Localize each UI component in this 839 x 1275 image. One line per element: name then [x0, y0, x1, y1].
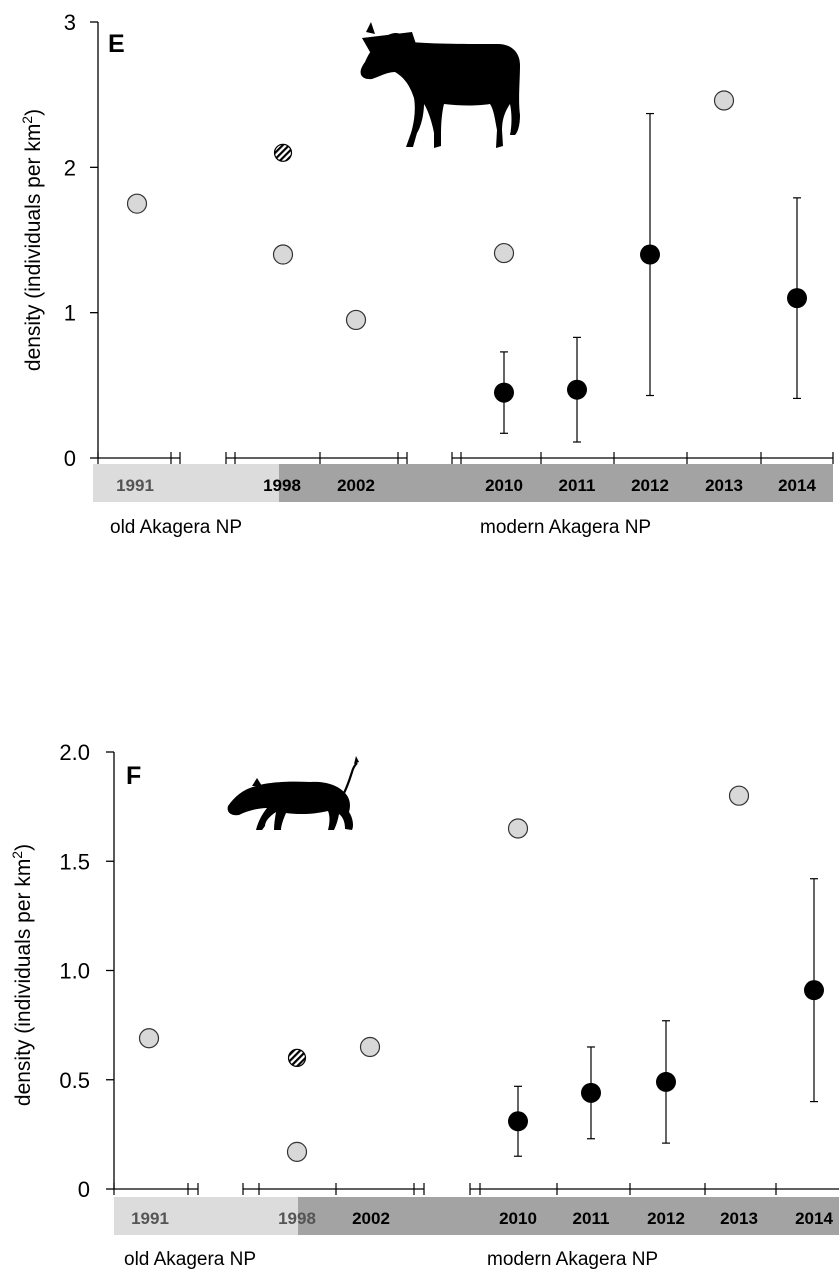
- panel-e-chart: density (individuals per km2) E 0 1 2 3: [19, 10, 834, 538]
- data-point-black: [494, 382, 514, 403]
- panel-letter: E: [108, 30, 125, 58]
- y-tick-label: 1: [64, 301, 76, 326]
- data-point-grey: [359, 1036, 381, 1058]
- data-point-grey: [345, 309, 367, 331]
- data-point-grey: [507, 818, 529, 839]
- modern-period-band: [279, 464, 833, 502]
- year-label: 1991: [116, 476, 154, 495]
- year-label: 2011: [559, 476, 596, 495]
- year-label: 2002: [352, 1209, 390, 1228]
- data-point-black: [567, 379, 587, 400]
- period-label-old: old Akagera NP: [124, 1249, 256, 1270]
- data-point-grey: [126, 193, 148, 214]
- year-label: 2013: [720, 1209, 758, 1228]
- year-label: 1998: [263, 476, 301, 495]
- data-point-black: [508, 1111, 528, 1132]
- year-label: 2012: [647, 1209, 685, 1228]
- data-point-grey: [493, 242, 515, 264]
- zebra-silhouette-icon: [360, 22, 520, 148]
- panel-f-chart: density (individuals per km2) F 0 0.5 1.0 1…: [9, 740, 839, 1270]
- period-label-modern: modern Akagera NP: [487, 1249, 658, 1270]
- year-label: 2011: [573, 1209, 610, 1228]
- old-period-band: [93, 464, 279, 502]
- data-point-black: [804, 980, 824, 1001]
- data-point-black: [787, 288, 807, 309]
- period-label-modern: modern Akagera NP: [480, 517, 651, 538]
- warthog-silhouette-icon: [227, 756, 359, 830]
- data-point-hatched: [287, 1048, 307, 1068]
- period-label-old: old Akagera NP: [110, 517, 242, 538]
- old-period-band: [114, 1197, 298, 1235]
- year-label: 2014: [778, 476, 816, 495]
- data-point-black: [656, 1071, 676, 1092]
- data-point-grey: [713, 90, 735, 111]
- year-label: 2010: [499, 1209, 537, 1228]
- year-label: 2002: [337, 476, 375, 495]
- data-point-grey: [272, 244, 294, 265]
- data-point-hatched: [273, 143, 293, 162]
- data-point-grey: [286, 1141, 308, 1162]
- y-tick-label: 3: [64, 10, 76, 35]
- year-label: 1991: [131, 1209, 169, 1228]
- data-point-grey: [138, 1028, 160, 1049]
- y-tick-label: 0: [78, 1177, 90, 1202]
- panel-letter: F: [126, 762, 141, 790]
- y-tick-label: 0: [64, 446, 76, 471]
- data-point-grey: [728, 785, 750, 806]
- y-axis-label: density (individuals per km2): [19, 109, 45, 371]
- year-label: 1998: [278, 1209, 316, 1228]
- y-tick-label: 2: [64, 155, 76, 180]
- data-point-black: [581, 1082, 601, 1103]
- y-tick-label: 0.5: [59, 1068, 90, 1093]
- year-label: 2014: [795, 1209, 833, 1228]
- modern-period-band: [298, 1197, 839, 1235]
- y-axis-label: density (individuals per km2): [9, 844, 35, 1106]
- year-label: 2010: [485, 476, 523, 495]
- year-label: 2012: [631, 476, 669, 495]
- y-tick-label: 1.0: [59, 959, 90, 984]
- data-point-black: [640, 244, 660, 265]
- year-label: 2013: [705, 476, 743, 495]
- y-tick-label: 1.5: [59, 849, 90, 874]
- y-tick-label: 2.0: [59, 740, 90, 765]
